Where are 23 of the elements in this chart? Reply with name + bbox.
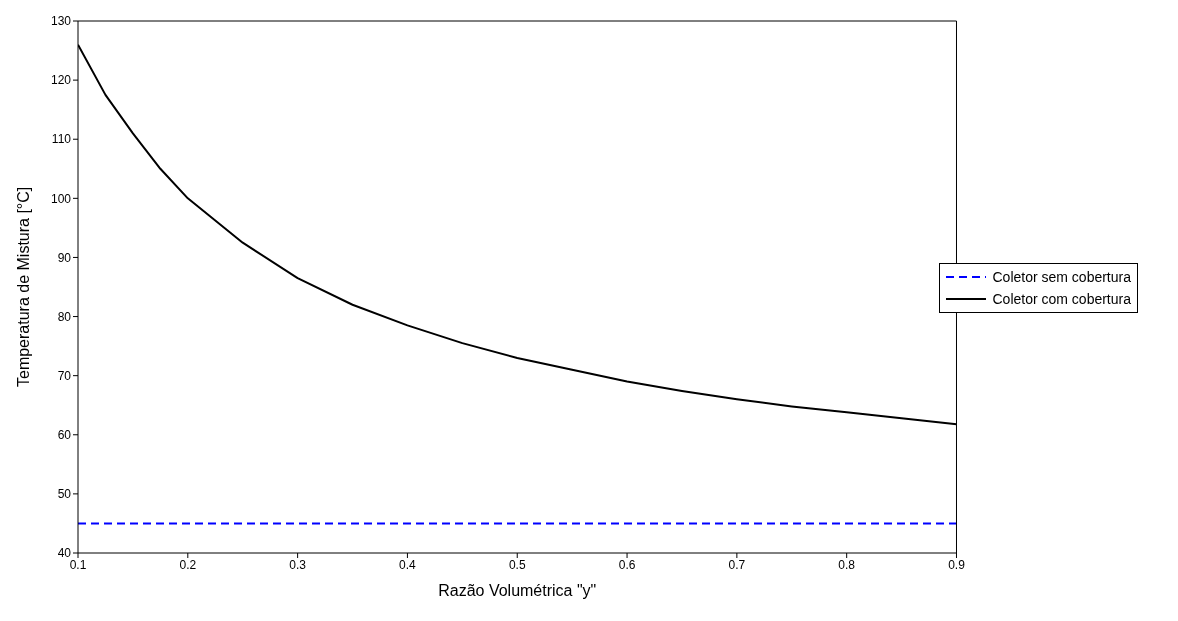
y-tick-label: 100 [50, 191, 72, 206]
y-tick-label: 110 [51, 132, 72, 147]
x-tick-label: 0.4 [399, 557, 417, 572]
y-axis-title: Temperatura de Mistura [°C] [14, 186, 32, 387]
y-tick-label: 120 [50, 73, 72, 88]
y-tick-label: 90 [57, 250, 72, 265]
y-tick-label: 60 [57, 428, 72, 443]
x-tick-label: 0.8 [838, 557, 856, 572]
x-tick-label: 0.5 [508, 557, 526, 572]
x-tick-label: 0.9 [948, 557, 966, 572]
y-tick-label: 80 [57, 309, 72, 324]
legend-label: Coletor com cobertura [992, 290, 1131, 309]
legend-label: Coletor sem cobertura [992, 268, 1131, 287]
y-tick-label: 70 [57, 368, 72, 383]
x-axis-title: Razão Volumétrica "y" [438, 582, 597, 599]
x-tick-label: 0.2 [179, 557, 197, 572]
y-tick-label: 130 [50, 14, 72, 29]
x-tick-label: 0.7 [728, 557, 746, 572]
x-tick-label: 0.3 [289, 557, 307, 572]
x-tick-label: 0.6 [618, 557, 636, 572]
y-tick-label: 40 [57, 546, 72, 561]
y-tick-label: 50 [57, 487, 72, 502]
x-tick-label: 0.1 [69, 557, 87, 572]
